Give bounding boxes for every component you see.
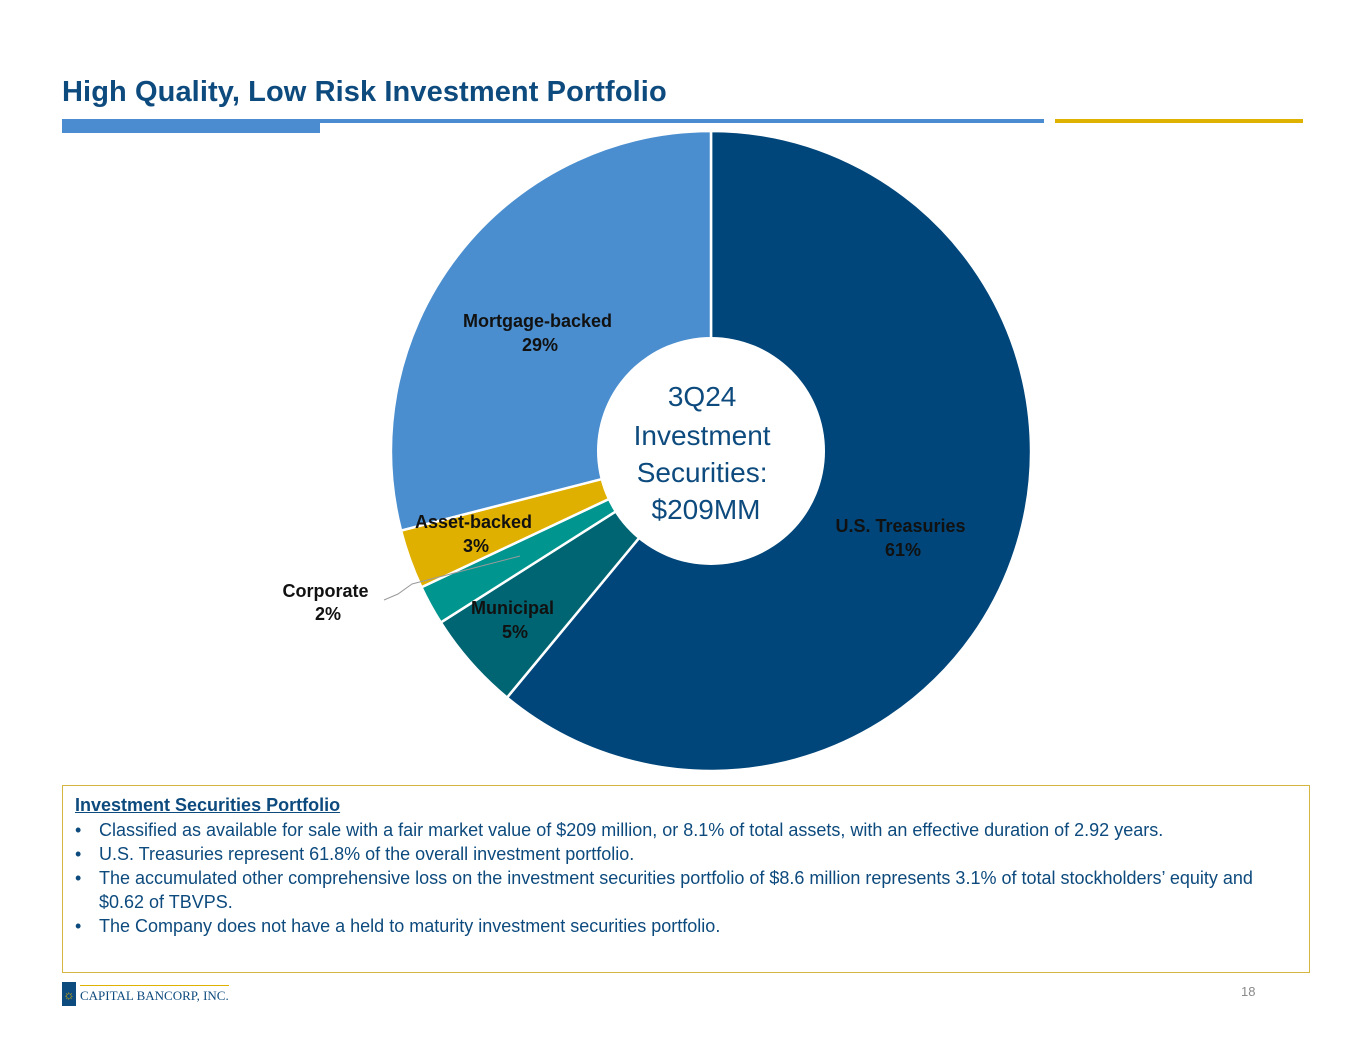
bullet-glyph: • <box>75 868 82 888</box>
summary-bullets: • Classified as available for sale with a… <box>75 818 1297 938</box>
center-label-line-1: 3Q24 <box>668 381 737 412</box>
slice-label-asset-backed: Asset-backed 3% <box>415 512 537 556</box>
summary-heading: Investment Securities Portfolio <box>75 795 341 815</box>
summary-bullet: • The Company does not have a held to mat… <box>75 914 1297 938</box>
summary-bullet-text: U.S. Treasuries represent 61.8% of the o… <box>99 844 635 864</box>
page-number: 18 <box>1241 984 1256 999</box>
bullet-glyph: • <box>75 820 82 840</box>
slice-label-asset-backed-value: 3% <box>463 536 489 556</box>
center-label-line-4: $209MM <box>652 494 761 525</box>
slice-label-corporate-value: 2% <box>315 604 341 624</box>
donut-hole <box>597 337 825 565</box>
page-title: High Quality, Low Risk Investment Portfo… <box>62 76 667 108</box>
slice-label-us-treasuries-name: U.S. Treasuries <box>835 516 965 536</box>
logo-text: CAPITAL BANCORP, INC. <box>80 984 229 1004</box>
slice-label-municipal-name: Municipal <box>471 598 554 618</box>
summary-box: Investment Securities Portfolio • Classif… <box>62 785 1310 973</box>
slice-label-municipal: Municipal 5% <box>471 598 559 642</box>
title-underline <box>62 119 1044 123</box>
summary-bullet: • U.S. Treasuries represent 61.8% of the … <box>75 842 1297 866</box>
bullet-glyph: • <box>75 916 82 936</box>
logo-swirl-icon: ☼ <box>62 982 76 1006</box>
summary-bullet-text: The Company does not have a held to matu… <box>99 916 721 936</box>
slice-label-corporate: Corporate 2% <box>282 581 373 624</box>
slice-label-us-treasuries-value: 61% <box>885 540 921 560</box>
slice-label-us-treasuries: U.S. Treasuries 61% <box>835 516 970 560</box>
slice-label-corporate-name: Corporate <box>282 581 368 601</box>
title-underline-accent <box>62 119 320 133</box>
bullet-glyph: • <box>75 844 82 864</box>
slice-label-mortgage-backed-value: 29% <box>522 335 558 355</box>
summary-bullet-text: Classified as available for sale with a … <box>99 820 1164 840</box>
slice-label-asset-backed-name: Asset-backed <box>415 512 532 532</box>
company-logo: ☼ CAPITAL BANCORP, INC. <box>62 982 229 1006</box>
donut-chart: 3Q24 Investment Securities: $209MM U.S. … <box>282 129 1033 773</box>
center-label-line-3: Securities: <box>637 457 768 488</box>
center-label-line-2: Investment <box>634 420 771 451</box>
summary-bullet: • The accumulated other comprehensive los… <box>75 866 1297 914</box>
summary-bullet: • Classified as available for sale with a… <box>75 818 1297 842</box>
corporate-leader-line <box>383 555 521 601</box>
slice-label-municipal-value: 5% <box>502 622 528 642</box>
title-underline-gold <box>1055 119 1303 123</box>
slice-label-mortgage-backed: Mortgage-backed 29% <box>463 311 617 355</box>
summary-bullet-text: The accumulated other comprehensive loss… <box>99 868 1253 912</box>
center-label: 3Q24 Investment Securities: $209MM <box>634 381 779 525</box>
slice-label-mortgage-backed-name: Mortgage-backed <box>463 311 612 331</box>
